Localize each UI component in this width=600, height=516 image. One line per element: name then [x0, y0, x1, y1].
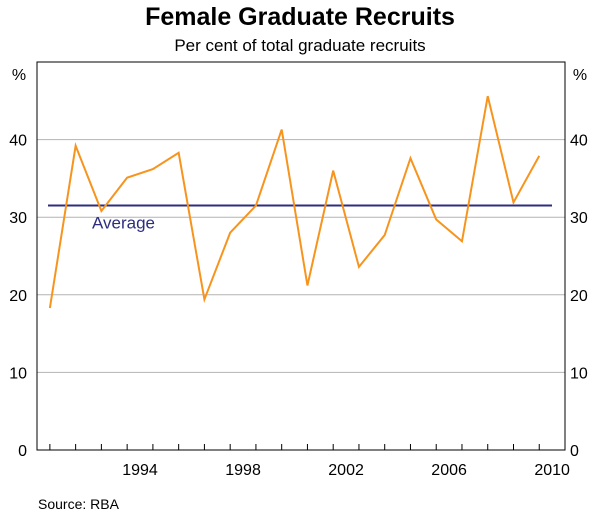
- y-tick-label-right: 30: [570, 210, 588, 227]
- y-tick-label-right: 40: [570, 133, 588, 150]
- y-tick-label-right: 20: [570, 288, 588, 305]
- y-unit-left: %: [12, 67, 26, 84]
- y-tick-label-left: 40: [9, 133, 27, 150]
- chart-subtitle: Per cent of total graduate recruits: [174, 36, 426, 55]
- series-line-female-recruits: [48, 95, 541, 309]
- y-tick-label-left: 0: [18, 443, 27, 460]
- x-tick-label: 2006: [431, 462, 467, 479]
- x-tick-label: 2002: [328, 462, 364, 479]
- x-tick-label: 1994: [122, 462, 158, 479]
- y-axis-labels: 0 0 10 10 20 20 30 30 40 40: [9, 133, 588, 460]
- plot-frame: [36, 61, 566, 451]
- source-note: Source: RBA: [38, 496, 119, 512]
- y-tick-label-left: 20: [9, 288, 27, 305]
- y-tick-label-right: 0: [570, 443, 579, 460]
- average-label: Average: [92, 214, 155, 233]
- x-axis-ticks: [49, 444, 566, 450]
- y-tick-label-left: 10: [9, 365, 27, 382]
- x-tick-label: 2010: [534, 462, 570, 479]
- y-tick-label-left: 30: [9, 210, 27, 227]
- chart-title: Female Graduate Recruits: [145, 3, 455, 31]
- x-tick-label: 1998: [225, 462, 261, 479]
- gridlines: [37, 139, 565, 373]
- y-unit-right: %: [573, 67, 587, 84]
- x-axis-labels: 1994 1998 2002 2006 2010: [122, 462, 570, 479]
- y-tick-label-right: 10: [570, 365, 588, 382]
